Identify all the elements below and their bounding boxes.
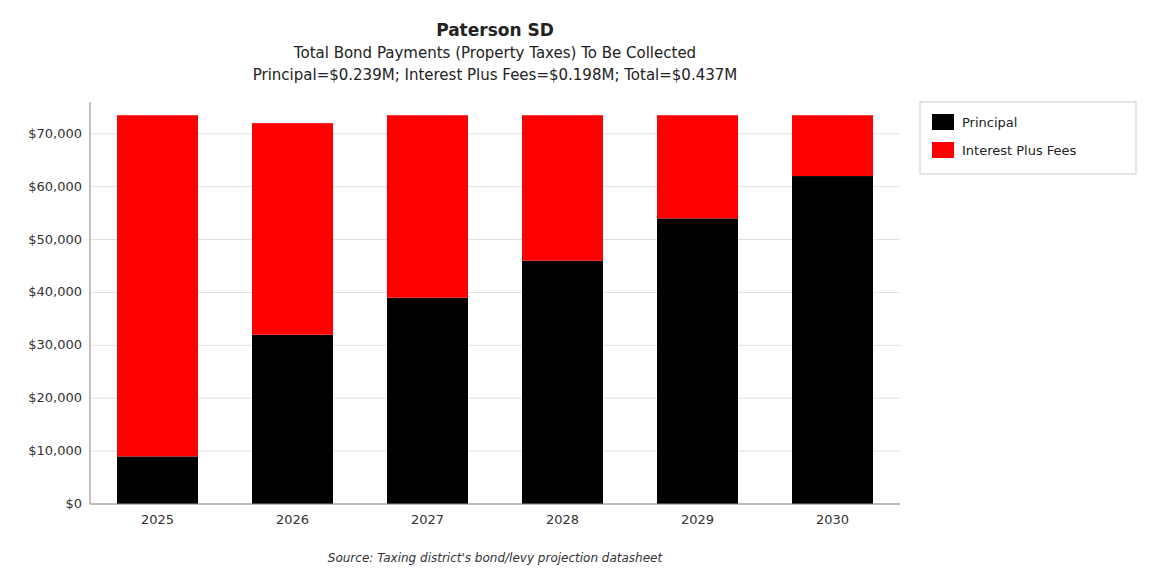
- grid-line: [90, 186, 900, 187]
- y-tick-label: $20,000: [28, 390, 82, 405]
- bar: [252, 335, 333, 504]
- bar: [387, 298, 468, 504]
- y-tick-label: $60,000: [28, 179, 82, 194]
- y-tick-label: $50,000: [28, 232, 82, 247]
- x-tick-label: 2025: [141, 512, 174, 527]
- bar: [657, 115, 738, 218]
- bar: [252, 123, 333, 335]
- legend-swatch: [932, 142, 954, 158]
- y-tick-label: $0: [65, 496, 82, 511]
- x-tick-label: 2029: [681, 512, 714, 527]
- bar: [117, 456, 198, 504]
- grid-line: [90, 345, 900, 346]
- y-tick-label: $70,000: [28, 126, 82, 141]
- bar: [522, 115, 603, 260]
- bar: [117, 115, 198, 456]
- legend-box: [920, 102, 1136, 174]
- bar: [522, 261, 603, 504]
- chart-container: Paterson SD Total Bond Payments (Property…: [0, 0, 1152, 576]
- x-tick-label: 2030: [816, 512, 849, 527]
- grid-line: [90, 398, 900, 399]
- grid-line: [90, 292, 900, 293]
- legend: Principal Interest Plus Fees: [920, 102, 1136, 174]
- y-tick-label: $10,000: [28, 443, 82, 458]
- title-line: Paterson SD: [436, 20, 554, 40]
- x-tick-label: 2026: [276, 512, 309, 527]
- source-note: Source: Taxing district's bond/levy proj…: [328, 551, 664, 565]
- y-axis-line: [90, 102, 91, 504]
- x-tick-label: 2027: [411, 512, 444, 527]
- x-tick-label: 2028: [546, 512, 579, 527]
- legend-label: Principal: [962, 115, 1017, 130]
- title-line: Total Bond Payments (Property Taxes) To …: [293, 44, 696, 62]
- bar: [792, 176, 873, 504]
- bar: [657, 218, 738, 504]
- y-tick-label: $30,000: [28, 337, 82, 352]
- bar: [387, 115, 468, 297]
- grid-line: [90, 504, 900, 505]
- legend-swatch: [932, 114, 954, 130]
- x-axis-line: [90, 504, 900, 505]
- y-tick-label: $40,000: [28, 284, 82, 299]
- legend-label: Interest Plus Fees: [962, 143, 1077, 158]
- bars: [117, 115, 873, 504]
- grid-line: [90, 239, 900, 240]
- bar: [792, 115, 873, 176]
- title-line: Principal=$0.239M; Interest Plus Fees=$0…: [253, 66, 738, 84]
- chart-svg: Paterson SD Total Bond Payments (Property…: [0, 0, 1152, 576]
- grid-line: [90, 451, 900, 452]
- grid-line: [90, 133, 900, 134]
- x-axis: 2025 2026 2027 2028 2029 2030: [141, 512, 849, 527]
- title: Paterson SD Total Bond Payments (Property…: [253, 20, 738, 84]
